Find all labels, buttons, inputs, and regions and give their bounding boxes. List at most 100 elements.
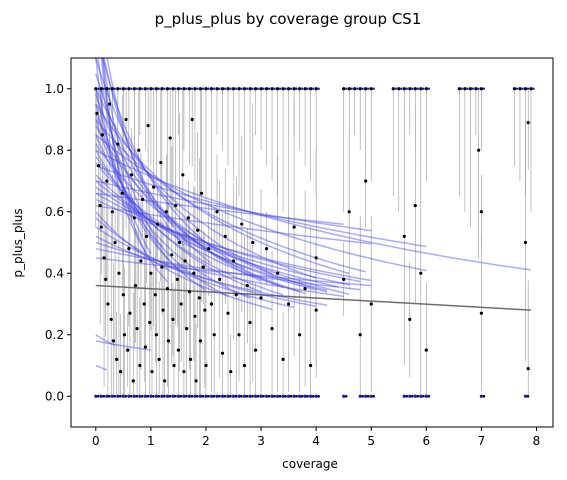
data-point — [176, 348, 181, 352]
data-point — [474, 87, 478, 91]
data-point — [198, 87, 203, 91]
data-point — [170, 253, 174, 257]
data-point — [372, 394, 376, 398]
zero-marker — [248, 394, 252, 398]
fit-curve — [95, 103, 350, 275]
data-point — [193, 314, 197, 318]
fit-marker — [367, 87, 370, 90]
zero-marker — [281, 394, 285, 398]
zero-marker — [270, 394, 274, 398]
data-point — [259, 87, 263, 91]
fit-curve — [95, 155, 300, 293]
fit-marker — [416, 87, 419, 90]
data-point — [163, 394, 166, 398]
data-point — [245, 394, 249, 398]
data-point — [364, 87, 368, 91]
fit-curve — [95, 174, 328, 292]
data-point — [317, 394, 320, 398]
data-point — [408, 87, 412, 91]
data-point — [135, 327, 139, 331]
data-point — [108, 394, 111, 398]
zero-marker — [165, 394, 169, 398]
data-point — [231, 259, 236, 263]
data-point — [168, 394, 172, 398]
fit-curve — [95, 180, 339, 288]
data-point — [314, 87, 318, 91]
data-point — [159, 160, 163, 165]
data-point — [298, 87, 302, 91]
data-point — [128, 311, 132, 315]
y-tick-label: 0.6 — [45, 205, 64, 219]
fit-marker — [306, 87, 309, 90]
data-point — [226, 311, 230, 315]
fit-marker — [422, 87, 425, 90]
data-point — [468, 87, 472, 91]
data-point — [95, 111, 99, 115]
data-point — [463, 87, 467, 91]
data-point — [479, 311, 483, 315]
data-point — [237, 87, 241, 91]
data-point — [405, 394, 409, 398]
data-point — [144, 234, 149, 238]
fit-curve — [95, 73, 262, 282]
data-point — [99, 87, 103, 91]
data-point — [482, 394, 486, 398]
fit-marker — [521, 87, 524, 90]
fit-curve — [95, 134, 427, 272]
fit-marker — [207, 87, 210, 90]
fit-curve — [95, 340, 152, 351]
data-point — [281, 357, 285, 361]
data-point — [314, 308, 318, 312]
fit-curve — [95, 164, 427, 248]
fit-marker — [411, 87, 414, 90]
zero-marker — [204, 394, 208, 398]
zero-marker — [160, 394, 164, 398]
data-point — [193, 87, 197, 91]
fit-curve — [95, 94, 284, 289]
fit-marker — [278, 87, 282, 90]
fit-marker — [102, 87, 105, 90]
fit-marker — [218, 87, 221, 90]
zero-marker — [193, 394, 197, 398]
data-point — [106, 302, 110, 306]
fit-marker — [190, 87, 194, 90]
x-tick-label: 6 — [422, 434, 430, 448]
zero-marker — [342, 394, 346, 398]
data-point — [171, 87, 175, 91]
fit-curve — [95, 88, 207, 291]
fit-marker — [460, 87, 464, 90]
data-point — [131, 379, 135, 383]
data-point — [171, 317, 175, 321]
x-tick-label: 5 — [367, 434, 375, 448]
zero-marker — [176, 394, 181, 398]
data-point — [168, 136, 172, 140]
data-point — [130, 394, 133, 398]
data-point — [115, 357, 119, 361]
data-point — [122, 333, 127, 337]
data-point — [529, 87, 533, 91]
data-point — [150, 370, 154, 374]
data-point — [132, 216, 136, 220]
data-point — [166, 339, 171, 343]
zero-marker — [364, 394, 368, 398]
data-point — [113, 394, 117, 398]
data-point — [424, 348, 428, 352]
data-point — [197, 296, 201, 300]
zero-marker — [309, 394, 313, 398]
fit-marker — [482, 87, 486, 90]
fit-marker — [240, 87, 243, 90]
fit-marker — [477, 87, 480, 90]
data-point — [300, 394, 304, 398]
fit-curve — [95, 149, 284, 296]
data-point — [347, 87, 351, 91]
data-point — [270, 327, 274, 331]
fit-marker — [526, 87, 530, 90]
data-point — [148, 320, 152, 325]
fit-curve — [95, 58, 168, 283]
fit-curve — [95, 88, 317, 279]
data-point — [152, 394, 155, 398]
data-point — [153, 293, 157, 297]
data-point — [270, 87, 274, 91]
fit-marker — [119, 87, 122, 90]
data-point — [201, 394, 205, 398]
